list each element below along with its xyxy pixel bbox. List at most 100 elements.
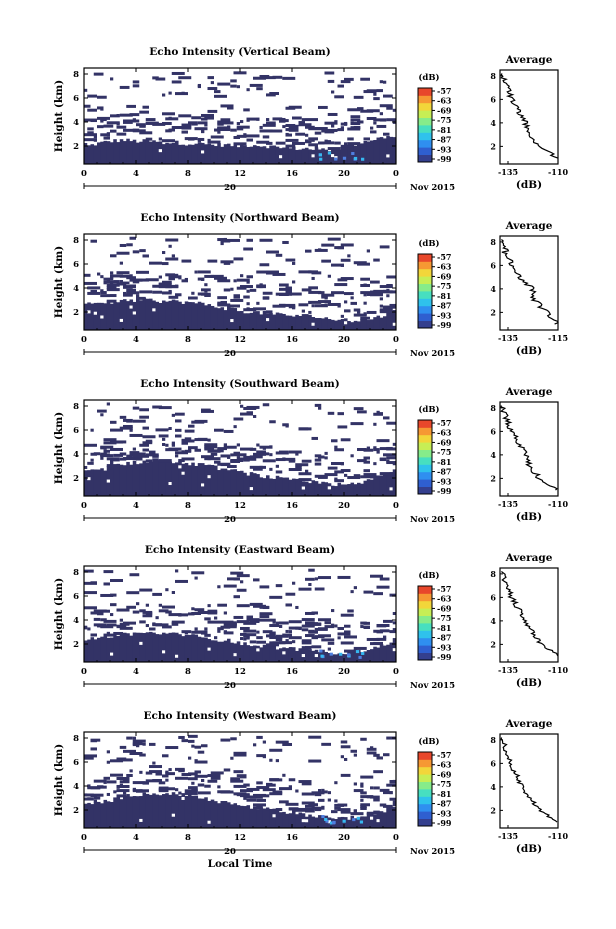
echo-cell [210, 771, 224, 775]
colorbar-label: -93 [437, 642, 452, 652]
echo-gap [207, 820, 211, 824]
average-line [500, 73, 559, 159]
avg-ytick-label: 2 [490, 639, 496, 649]
avg-ytick-label: 6 [490, 758, 496, 768]
echo-cell [233, 770, 244, 774]
echo-cell [119, 745, 127, 749]
echo-cell [259, 807, 264, 828]
echo-cell [366, 637, 380, 641]
ytick-label: 2 [73, 640, 79, 650]
echo-cell [352, 818, 356, 822]
echo-cell [253, 803, 263, 807]
echo-cell [110, 603, 117, 607]
echo-cell [298, 587, 312, 591]
average-title: Average [505, 386, 553, 398]
echo-cell [327, 653, 332, 662]
echo-cell [327, 319, 332, 330]
echo-cell [233, 595, 240, 599]
xtick-label: 0 [393, 335, 399, 345]
echo-cell [188, 296, 198, 300]
colorbar-label: -69 [437, 105, 452, 115]
average-frame [499, 235, 559, 331]
echo-cell [275, 638, 283, 642]
echo-cell [119, 426, 133, 430]
echo-cell [389, 797, 396, 801]
echo-cell [136, 270, 149, 274]
echo-cell [319, 157, 323, 161]
echo-cell [305, 118, 318, 122]
echo-cell [334, 477, 338, 481]
echo-cell [386, 644, 390, 662]
echo-cell [259, 612, 273, 616]
echo-cell [145, 298, 150, 330]
echo-cell [220, 641, 225, 662]
echo-cell [230, 307, 234, 330]
echo-cell [292, 261, 296, 265]
echo-cell [171, 632, 176, 662]
echo-cell [103, 619, 117, 623]
echo-cell [155, 623, 169, 627]
echo-cell [285, 603, 292, 607]
panel-title: Echo Intensity (Vertical Beam) [149, 46, 330, 58]
echo-cell [223, 429, 234, 433]
echo-cell [353, 782, 357, 786]
colorbar-label: -81 [437, 125, 451, 135]
colorbar-segment [418, 593, 432, 602]
echo-cell [288, 315, 293, 330]
echo-cell [165, 793, 169, 828]
colorbar-unit: (dB) [418, 404, 439, 415]
echo-cell [246, 313, 251, 330]
echo-cell [269, 145, 273, 164]
echo-cell [197, 137, 205, 141]
echo-cell [366, 141, 371, 164]
echo-cell [162, 794, 166, 828]
echo-cell [162, 121, 172, 125]
echo-cell [305, 147, 309, 164]
echo-gap [301, 819, 305, 823]
echo-cell [90, 428, 94, 432]
echo-cell [197, 636, 202, 662]
echo-cell [282, 76, 296, 80]
echo-gap [344, 321, 348, 325]
echo-cell [340, 462, 344, 466]
echo-cell [363, 141, 368, 164]
echo-cell [295, 452, 299, 456]
echo-cell [139, 789, 149, 793]
echo-cell [139, 753, 146, 757]
xtick-label: 0 [393, 501, 399, 511]
echo-cell [253, 743, 257, 747]
echo-cell [334, 781, 338, 785]
xtick-label: 8 [185, 833, 191, 843]
echo-cell [334, 799, 338, 803]
echo-cell [360, 782, 364, 786]
echo-cell [149, 770, 162, 774]
echo-gap [331, 154, 335, 158]
echo-cell [116, 271, 130, 275]
echo-cell [363, 816, 368, 828]
echo-cell [266, 807, 270, 811]
echo-cell [259, 283, 263, 287]
echo-cell [272, 790, 283, 794]
colorbar-segment [418, 586, 432, 594]
echo-cell [383, 305, 390, 309]
echo-cell [340, 277, 354, 281]
echo-cell [142, 742, 146, 746]
colorbar-segment [418, 449, 432, 458]
avg-ytick-label: 8 [490, 71, 496, 81]
echo-cell [227, 307, 231, 330]
echo-cell [233, 71, 247, 75]
colorbar-segment [418, 254, 432, 262]
colorbar-segment [418, 110, 432, 118]
echo-cell [344, 630, 351, 634]
echo-cell [379, 137, 384, 164]
echo-cell [363, 312, 367, 316]
xtick-label: 0 [81, 667, 87, 677]
echo-cell [207, 620, 221, 624]
echo-cell [373, 786, 380, 790]
echo-cell [357, 120, 364, 124]
echo-cell [171, 792, 176, 828]
echo-cell [119, 464, 124, 496]
echo-cell [288, 636, 302, 640]
echo-cell [353, 320, 358, 330]
echo-cell [357, 321, 361, 330]
